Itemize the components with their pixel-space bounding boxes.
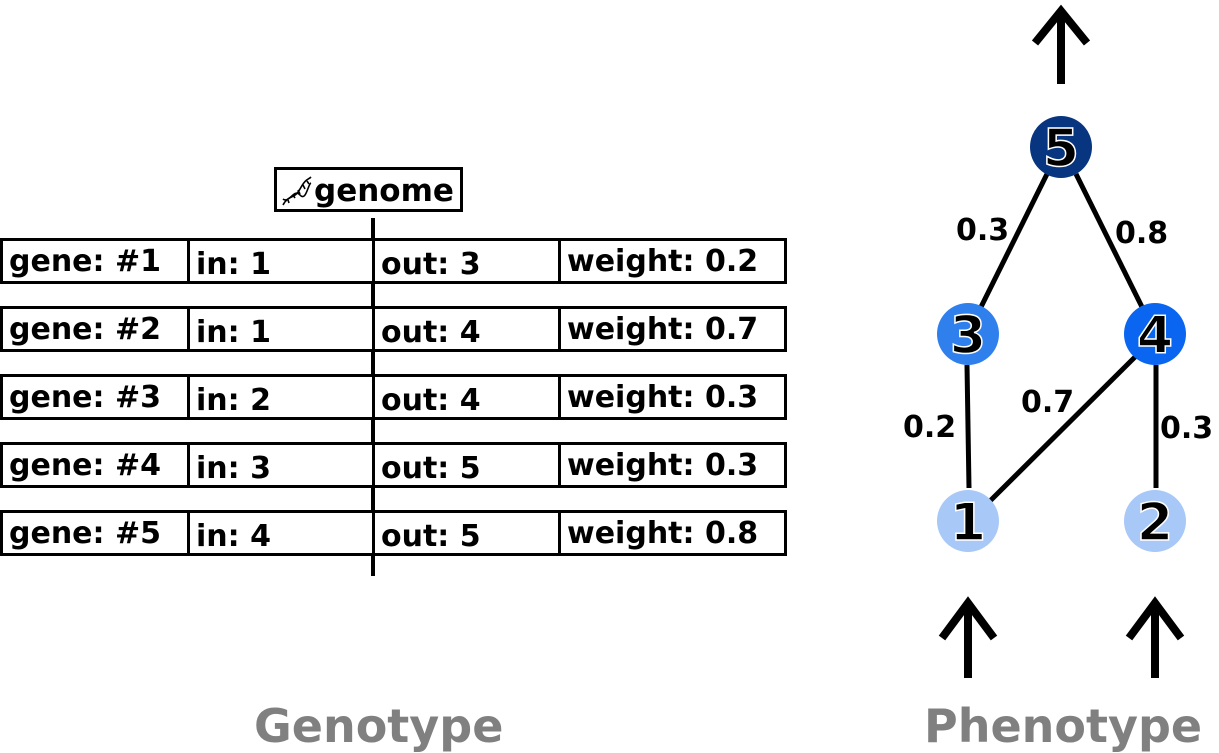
edge-weight-label: 0.2 (903, 410, 956, 445)
genotype-caption: Genotype (254, 699, 504, 753)
edge-1-4 (987, 353, 1139, 504)
dna-icon (282, 176, 312, 206)
gene-out-cell: out: 3 (372, 238, 561, 284)
edge-1-3 (964, 364, 972, 489)
svg-text:3: 3 (950, 306, 986, 366)
input-arrow-icon (938, 596, 998, 678)
gene-out-cell: out: 4 (372, 374, 561, 420)
input-arrow-icon (1125, 596, 1185, 678)
svg-text:4: 4 (1137, 306, 1173, 366)
output-arrow-icon (1031, 4, 1091, 84)
node-3: 3 (937, 303, 999, 367)
gene-weight-cell: weight: 0.2 (558, 238, 787, 284)
svg-text:5: 5 (1043, 119, 1079, 179)
gene-weight-cell: weight: 0.3 (558, 442, 787, 488)
gene-in-cell: in: 1 (187, 238, 376, 284)
phenotype-caption: Phenotype (924, 699, 1203, 753)
gene-in-cell: in: 1 (187, 306, 376, 352)
edge-weight-label: 0.7 (1021, 385, 1074, 420)
gene-weight-cell: weight: 0.7 (558, 306, 787, 352)
gene-out-cell: out: 4 (372, 306, 561, 352)
gene-id-cell: gene: #5 (0, 510, 190, 556)
gene-weight-cell: weight: 0.3 (558, 374, 787, 420)
gene-out-cell: out: 5 (372, 442, 561, 488)
node-5: 5 (1030, 116, 1092, 180)
gene-id-cell: gene: #4 (0, 442, 190, 488)
edge-weight-label: 0.3 (956, 213, 1009, 248)
edge-4-5 (1073, 172, 1145, 309)
genome-label: genome (314, 173, 454, 209)
gene-in-cell: in: 4 (187, 510, 376, 556)
genome-box: genome (274, 167, 463, 212)
edge-weight-label: 0.8 (1115, 216, 1168, 251)
svg-text:1: 1 (950, 493, 986, 553)
edge-weight-label: 0.3 (1160, 411, 1213, 446)
gene-id-cell: gene: #1 (0, 238, 190, 284)
node-2: 2 (1124, 490, 1186, 554)
edge-3-5 (978, 172, 1050, 309)
svg-text:2: 2 (1137, 493, 1173, 553)
gene-weight-cell: weight: 0.8 (558, 510, 787, 556)
node-4: 4 (1124, 303, 1186, 367)
node-1: 1 (937, 490, 999, 554)
gene-in-cell: in: 3 (187, 442, 376, 488)
gene-out-cell: out: 5 (372, 510, 561, 556)
gene-id-cell: gene: #2 (0, 306, 190, 352)
